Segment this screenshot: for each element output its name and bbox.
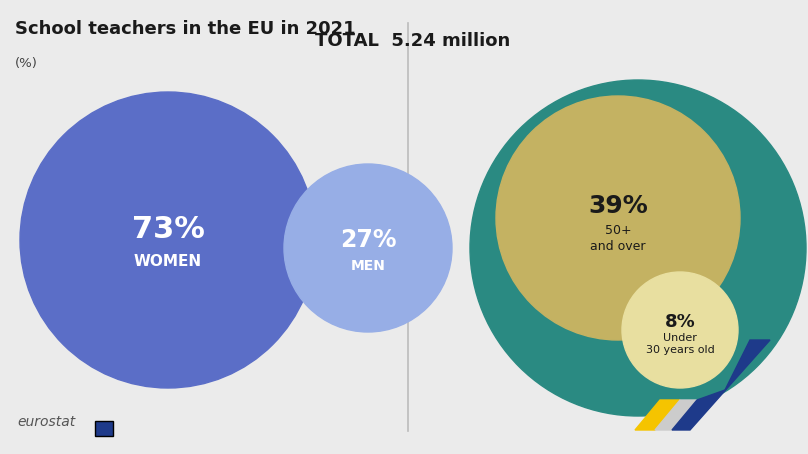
Polygon shape: [655, 400, 697, 430]
Text: Under
30 years old: Under 30 years old: [646, 333, 714, 355]
Text: eurostat: eurostat: [18, 415, 76, 429]
Text: School teachers in the EU in 2021: School teachers in the EU in 2021: [15, 20, 356, 39]
FancyBboxPatch shape: [95, 421, 113, 436]
Circle shape: [284, 164, 452, 332]
Text: 73%: 73%: [132, 216, 204, 245]
Text: 39%: 39%: [588, 194, 648, 218]
Text: MEN: MEN: [351, 259, 385, 273]
Polygon shape: [635, 400, 680, 430]
Polygon shape: [672, 340, 770, 430]
Circle shape: [470, 80, 806, 416]
Text: WOMEN: WOMEN: [134, 255, 202, 270]
Circle shape: [496, 96, 740, 340]
Text: 50+
and over: 50+ and over: [591, 223, 646, 252]
Text: TOTAL  5.24 million: TOTAL 5.24 million: [315, 32, 511, 50]
Circle shape: [20, 92, 316, 388]
Text: 8%: 8%: [665, 313, 696, 331]
Circle shape: [622, 272, 738, 388]
Text: (%): (%): [15, 57, 37, 70]
Text: 27%: 27%: [339, 228, 396, 252]
